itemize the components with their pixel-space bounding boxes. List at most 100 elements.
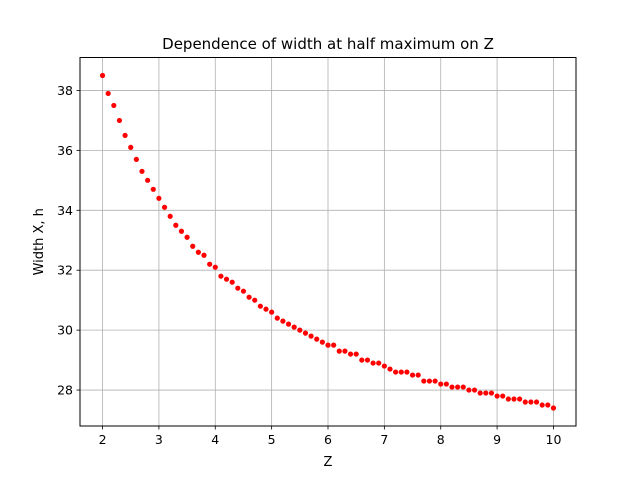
data-point [477, 390, 483, 396]
data-point [415, 372, 421, 378]
y-tick-label: 32 [57, 263, 73, 278]
data-point [201, 252, 207, 258]
y-tick-label: 36 [57, 143, 73, 158]
data-point [252, 297, 258, 303]
data-point [128, 144, 134, 150]
data-point [550, 405, 557, 411]
data-point [302, 330, 309, 336]
data-point [404, 369, 410, 375]
data-point [393, 369, 399, 375]
data-point [269, 309, 275, 315]
data-point [207, 261, 213, 267]
y-axis-ticks: 28 30 32 34 36 38 [57, 83, 80, 398]
data-point [274, 315, 280, 321]
x-tick-label: 9 [493, 432, 501, 447]
data-point [240, 288, 247, 294]
x-axis-ticks: 2 3 4 5 6 7 8 9 10 [99, 426, 561, 447]
data-point [218, 273, 224, 279]
x-axis-label: Z [324, 455, 333, 470]
data-point [455, 384, 461, 390]
data-point [409, 372, 416, 378]
data-points [99, 72, 557, 411]
data-point [280, 318, 286, 324]
data-point [488, 390, 495, 396]
data-point [161, 204, 168, 210]
x-tick-label: 7 [380, 432, 388, 447]
data-point [223, 276, 230, 282]
y-axis-label: Width X, h [32, 208, 47, 275]
data-point [308, 333, 314, 339]
data-point [99, 72, 106, 79]
data-point [285, 321, 292, 327]
data-point [511, 396, 517, 402]
data-point [471, 387, 478, 393]
data-point [314, 336, 320, 342]
data-point [359, 357, 365, 363]
data-point [167, 213, 173, 219]
data-point [438, 381, 444, 387]
data-point [263, 306, 269, 312]
data-point [347, 351, 354, 357]
data-point [494, 393, 500, 399]
x-tick-label: 4 [211, 432, 219, 447]
data-point [545, 402, 551, 408]
data-point [173, 222, 179, 228]
data-point [235, 285, 241, 291]
x-tick-label: 2 [99, 432, 107, 447]
data-point [325, 342, 331, 348]
data-point [246, 294, 252, 300]
data-point [353, 351, 359, 357]
data-point [443, 381, 449, 387]
data-point [105, 90, 111, 97]
data-point [364, 357, 371, 363]
x-tick-label: 3 [155, 432, 163, 447]
data-point [500, 393, 506, 399]
x-tick-label: 6 [324, 432, 332, 447]
data-point [145, 177, 151, 183]
grid [80, 57, 576, 426]
data-point [528, 399, 534, 405]
data-point [426, 378, 433, 384]
data-point [336, 348, 342, 354]
data-point [291, 324, 297, 330]
data-point [111, 102, 117, 109]
data-point [297, 327, 303, 333]
y-tick-label: 28 [57, 383, 73, 398]
data-point [449, 384, 455, 390]
data-point [133, 156, 139, 162]
data-point [376, 360, 382, 366]
data-point [483, 390, 489, 396]
y-tick-label: 30 [57, 323, 73, 338]
data-point [370, 360, 376, 366]
data-point [460, 384, 466, 390]
data-point [432, 378, 438, 384]
data-point [190, 243, 196, 249]
data-point [319, 339, 325, 345]
data-point [257, 303, 263, 309]
data-point [421, 378, 427, 384]
data-point [539, 402, 545, 408]
x-tick-label: 5 [268, 432, 276, 447]
data-point [156, 195, 162, 201]
data-point [517, 396, 523, 402]
y-tick-label: 38 [57, 83, 73, 98]
data-point [116, 117, 123, 124]
data-point [150, 186, 156, 192]
chart-title: Dependence of width at half maximum on Z [162, 35, 494, 53]
data-point [195, 249, 201, 255]
data-point [505, 396, 511, 402]
y-tick-label: 34 [57, 203, 73, 218]
data-point [178, 228, 185, 234]
data-point [212, 264, 218, 270]
data-point [229, 279, 235, 285]
data-point [122, 132, 128, 138]
data-point [381, 363, 387, 369]
data-point [387, 366, 393, 372]
x-tick-label: 8 [437, 432, 445, 447]
data-point [184, 234, 190, 240]
data-point [342, 348, 348, 354]
data-point [398, 369, 404, 375]
data-point [533, 399, 540, 405]
